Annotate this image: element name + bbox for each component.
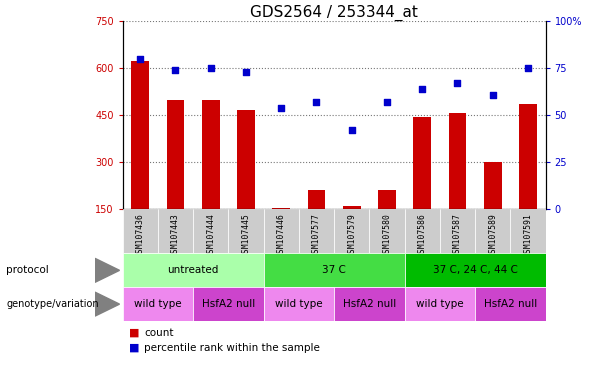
Bar	[167, 101, 185, 257]
Bar	[405, 209, 440, 253]
Bar	[413, 118, 431, 257]
Point	[311, 99, 321, 105]
Point	[488, 91, 498, 98]
Bar	[405, 287, 475, 321]
Text: GSM107591: GSM107591	[524, 213, 533, 257]
Bar	[202, 101, 219, 257]
Bar	[264, 253, 405, 287]
Bar	[440, 209, 475, 253]
Bar	[334, 209, 369, 253]
Text: GSM107587: GSM107587	[453, 213, 462, 257]
Text: GSM107443: GSM107443	[171, 213, 180, 257]
Bar	[123, 287, 193, 321]
Bar	[299, 209, 334, 253]
Polygon shape	[95, 292, 120, 316]
Text: GSM107436: GSM107436	[135, 213, 145, 257]
Point	[347, 127, 357, 133]
Text: count: count	[144, 328, 173, 338]
Point	[382, 99, 392, 105]
Point	[417, 86, 427, 92]
Point	[523, 65, 533, 71]
Text: GSM107446: GSM107446	[276, 213, 286, 257]
Text: 37 C: 37 C	[322, 265, 346, 275]
Point	[241, 69, 251, 75]
Bar	[405, 253, 546, 287]
Text: GSM107580: GSM107580	[383, 213, 392, 257]
Text: GSM107586: GSM107586	[417, 213, 427, 257]
Text: GSM107579: GSM107579	[347, 213, 356, 257]
Polygon shape	[95, 258, 120, 282]
Text: wild type: wild type	[134, 299, 181, 309]
Text: HsfA2 null: HsfA2 null	[343, 299, 396, 309]
Bar	[123, 253, 264, 287]
Bar	[484, 162, 501, 257]
Bar	[193, 287, 264, 321]
Text: HsfA2 null: HsfA2 null	[484, 299, 537, 309]
Text: GSM107589: GSM107589	[488, 213, 497, 257]
Bar	[237, 111, 255, 257]
Bar	[475, 287, 546, 321]
Bar	[378, 190, 396, 257]
Bar	[158, 209, 193, 253]
Text: wild type: wild type	[275, 299, 322, 309]
Text: ■: ■	[129, 343, 139, 353]
Text: 37 C, 24 C, 44 C: 37 C, 24 C, 44 C	[433, 265, 517, 275]
Bar	[475, 209, 510, 253]
Text: GSM107577: GSM107577	[312, 213, 321, 257]
Point	[135, 56, 145, 62]
Point	[206, 65, 216, 71]
Text: HsfA2 null: HsfA2 null	[202, 299, 255, 309]
Text: wild type: wild type	[416, 299, 463, 309]
Bar	[343, 206, 360, 257]
Bar	[264, 209, 299, 253]
Point	[452, 80, 462, 86]
Text: GSM107445: GSM107445	[242, 213, 251, 257]
Title: GDS2564 / 253344_at: GDS2564 / 253344_at	[250, 5, 418, 21]
Text: protocol: protocol	[6, 265, 49, 275]
Text: untreated: untreated	[167, 265, 219, 275]
Bar	[123, 209, 158, 253]
Bar	[510, 209, 546, 253]
Text: GSM107444: GSM107444	[206, 213, 215, 257]
Bar	[449, 113, 466, 257]
Point	[276, 104, 286, 111]
Bar	[264, 287, 334, 321]
Bar	[131, 61, 149, 257]
Point	[170, 67, 180, 73]
Text: percentile rank within the sample: percentile rank within the sample	[144, 343, 320, 353]
Bar	[272, 208, 290, 257]
Bar	[228, 209, 264, 253]
Bar	[369, 209, 405, 253]
Bar	[308, 190, 326, 257]
Text: genotype/variation: genotype/variation	[6, 299, 99, 309]
Bar	[519, 104, 537, 257]
Bar	[193, 209, 228, 253]
Text: ■: ■	[129, 328, 139, 338]
Bar	[334, 287, 405, 321]
